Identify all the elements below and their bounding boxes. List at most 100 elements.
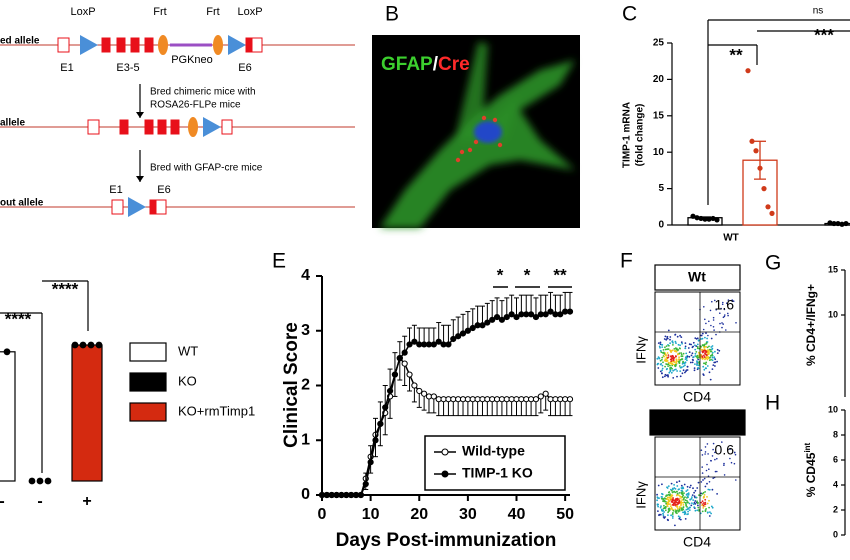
event: [677, 349, 679, 352]
error-bar: [543, 294, 549, 315]
event: [685, 369, 688, 371]
event: [676, 492, 679, 495]
event: [687, 493, 690, 496]
event: [716, 348, 719, 351]
event: [710, 324, 712, 327]
data-point: [71, 341, 79, 349]
event: [686, 489, 689, 491]
event: [706, 356, 708, 359]
event: [714, 451, 716, 454]
event: [704, 501, 707, 504]
event: [694, 348, 697, 351]
event: [673, 490, 675, 493]
event: [711, 347, 714, 350]
panel-letter: E: [272, 250, 286, 273]
event: [714, 470, 717, 473]
event: [659, 343, 662, 346]
event: [711, 455, 714, 457]
data-point: [694, 215, 700, 221]
event: [708, 345, 710, 348]
event: [675, 368, 677, 371]
event: [697, 358, 700, 361]
event: [688, 506, 691, 509]
data-point: [382, 404, 389, 411]
event: [700, 338, 702, 340]
data-point: [430, 393, 437, 400]
event: [688, 509, 691, 511]
event: [694, 509, 697, 512]
event: [684, 345, 687, 348]
error-bar: [470, 308, 476, 329]
cell-body: [380, 60, 575, 228]
data-point: [710, 215, 716, 222]
event: [683, 513, 686, 516]
event: [696, 343, 699, 346]
data-point: [557, 311, 564, 318]
exon-label: E6: [238, 62, 251, 74]
event: [679, 359, 682, 361]
legend-box: [424, 435, 566, 491]
event: [666, 505, 669, 508]
event: [688, 343, 691, 346]
error-bar: [382, 385, 388, 408]
event: [704, 318, 706, 321]
event: [666, 352, 669, 354]
event: [711, 345, 714, 347]
event: [712, 442, 715, 445]
significance-label: **: [729, 45, 743, 64]
event: [729, 448, 731, 451]
event: [666, 337, 668, 340]
event: [723, 474, 726, 476]
event: [735, 479, 737, 481]
y-tick-label: 15: [828, 264, 838, 274]
event: [696, 500, 698, 503]
event: [684, 496, 686, 498]
data-point: [714, 217, 720, 223]
significance-label: ****: [5, 309, 32, 328]
event: [657, 510, 659, 512]
data-point: [827, 220, 833, 226]
legend-label: KO+rmTimp1: [178, 403, 255, 418]
event: [698, 364, 700, 367]
data-point: [761, 186, 767, 192]
data-point: [527, 311, 535, 318]
event: [731, 299, 733, 301]
event: [659, 513, 662, 516]
event: [694, 355, 697, 357]
error-bar: [441, 324, 447, 345]
event: [673, 502, 676, 505]
arrow-head: [136, 112, 144, 118]
event: [657, 367, 660, 369]
event: [673, 499, 675, 502]
data-point: [479, 322, 486, 329]
event: [708, 350, 710, 353]
event: [695, 345, 698, 347]
event: [661, 376, 664, 379]
panel-letter: G: [765, 252, 781, 275]
event: [706, 482, 708, 485]
stain-green: GFAP: [381, 54, 433, 75]
event: [702, 507, 705, 509]
event: [686, 365, 689, 368]
event: [708, 320, 710, 323]
event: [684, 518, 687, 520]
exon: [87, 119, 100, 135]
event: [662, 512, 664, 515]
event: [708, 499, 710, 502]
event: [657, 342, 660, 344]
event: [703, 477, 706, 480]
event: [661, 356, 664, 359]
event: [681, 363, 684, 365]
event: [721, 326, 723, 329]
event: [714, 299, 716, 302]
event: [668, 344, 670, 347]
event: [707, 511, 709, 514]
error-bar: [499, 300, 505, 320]
event: [711, 506, 714, 509]
event: [674, 491, 677, 494]
event: [658, 497, 660, 500]
exon-label: E3-5: [116, 62, 139, 74]
y-tick-label: 25: [653, 38, 665, 49]
event: [714, 458, 716, 461]
